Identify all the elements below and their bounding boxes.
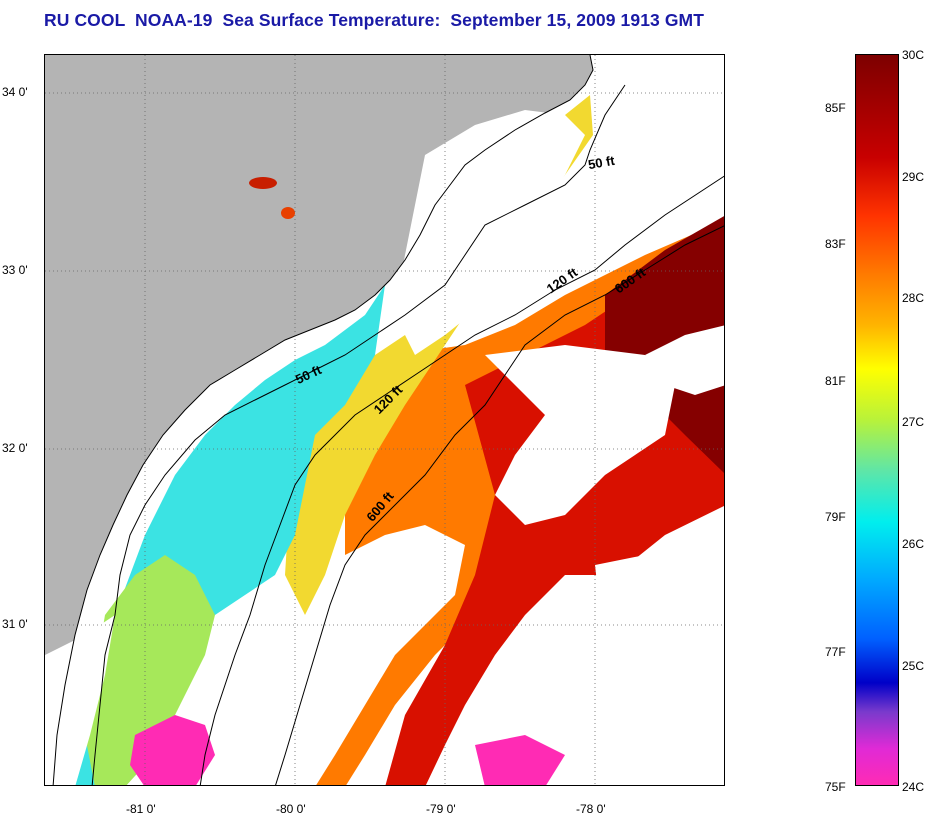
colorbar (855, 54, 899, 786)
colorbar-celsius-label: 30C (902, 48, 925, 62)
sst-map-canvas (45, 55, 724, 785)
cloud-area (45, 615, 115, 785)
island (249, 177, 277, 189)
colorbar-celsius-label: 29C (902, 170, 925, 184)
contour-120ft (199, 175, 724, 785)
contour-600ft (275, 225, 724, 785)
coastline (52, 55, 594, 785)
lat-tick-label: 31 0' (2, 617, 28, 631)
sst-magenta-patch (475, 735, 565, 785)
lat-tick-label: 32 0' (2, 441, 28, 455)
map-title: RU COOL NOAA-19 Sea Surface Temperature:… (44, 10, 705, 30)
sst-magenta-patch (130, 715, 215, 785)
colorbar-fahrenheit-label: 83F (825, 237, 846, 251)
colorbar-gradient (856, 55, 898, 785)
lon-tick-label: -81 0' (126, 802, 156, 816)
lon-tick-label: -78 0' (576, 802, 606, 816)
cloud-area (595, 555, 724, 715)
land-area (45, 55, 593, 785)
contour-50ft (91, 84, 626, 785)
lon-tick-label: -79 0' (426, 802, 456, 816)
island (281, 207, 295, 219)
colorbar-celsius-label: 25C (902, 659, 925, 673)
colorbar-celsius-label: 27C (902, 415, 925, 429)
colorbar-celsius-label: 28C (902, 291, 925, 305)
colorbar-fahrenheit-label: 77F (825, 645, 846, 659)
cloud-area (395, 110, 585, 355)
colorbar-fahrenheit-label: 85F (825, 101, 846, 115)
lon-tick-label: -80 0' (276, 802, 306, 816)
sst-map: 50 ft 50 ft 120 ft 120 ft 600 ft 600 ft (44, 54, 725, 786)
lat-tick-label: 33 0' (2, 263, 28, 277)
colorbar-fahrenheit-label: 79F (825, 510, 846, 524)
colorbar-celsius-label: 26C (902, 537, 925, 551)
colorbar-celsius-label: 24C (902, 780, 925, 794)
graticule (45, 55, 724, 785)
sst-green-band (85, 555, 215, 785)
lat-tick-label: 34 0' (2, 85, 28, 99)
cloud-area (485, 345, 675, 525)
colorbar-fahrenheit-label: 81F (825, 374, 846, 388)
sst-darkred-region (605, 216, 724, 474)
colorbar-fahrenheit-label: 75F (825, 780, 846, 794)
cloud-area (285, 525, 465, 785)
cloud-area (645, 325, 724, 395)
